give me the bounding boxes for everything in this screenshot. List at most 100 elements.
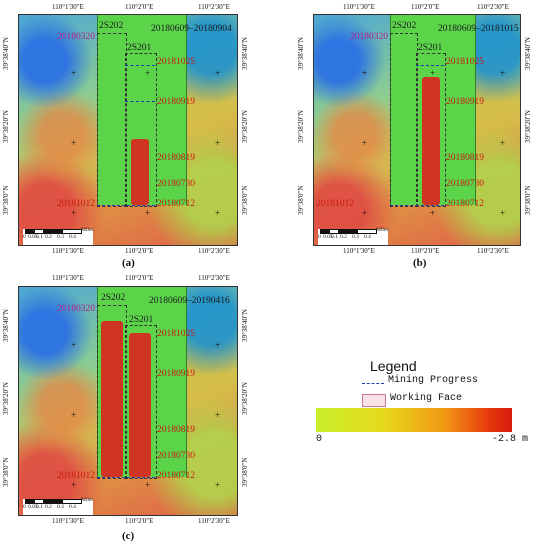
map-frame: 2S202 2S201 20180609–20181015 20180320 2… xyxy=(313,14,521,246)
graticule-cross: + xyxy=(145,208,151,218)
scale-label: 0.05 xyxy=(28,234,38,240)
subsidence-zone xyxy=(129,333,151,477)
progress-date-5: 20180712 xyxy=(157,471,195,481)
scale-label: 0.1 xyxy=(36,234,43,240)
graticule-cross: + xyxy=(71,340,77,350)
graticule-cross: + xyxy=(215,410,221,420)
scale-label: 0.05 xyxy=(323,234,333,240)
progress-date-2: 20180919 xyxy=(446,97,484,107)
right-lat-tick-3: 39°38'0"N xyxy=(524,185,532,215)
graticule-cross: + xyxy=(215,480,221,490)
period-label: 20180609–20181015 xyxy=(438,24,519,34)
bottom-lon-tick-2: 110°2'0"E xyxy=(411,247,440,255)
right-lat-tick-1: 39°38'40"N xyxy=(524,37,532,70)
progress-date-2: 20180919 xyxy=(157,369,195,379)
progress-date-4: 20180730 xyxy=(157,451,195,461)
progress-line xyxy=(97,205,155,206)
top-lon-tick-2: 110°2'0"E xyxy=(411,3,440,11)
top-lon-tick-3: 110°2'30"E xyxy=(477,3,509,11)
right-lat-tick-1: 39°38'40"N xyxy=(241,37,249,70)
scale-label: 0.3 xyxy=(352,234,359,240)
panel-caption: (a) xyxy=(122,257,135,269)
map-panel-a: 110°1'30"E 110°2'0"E 110°2'30"E 2S202 2S… xyxy=(0,0,268,272)
graticule-cross: + xyxy=(500,138,506,148)
top-lon-tick-1: 110°1'30"E xyxy=(343,3,375,11)
top-lon-tick-1: 110°1'30"E xyxy=(52,3,84,11)
right-lat-tick-3: 39°38'0"N xyxy=(241,457,249,487)
face-2s202-box xyxy=(390,33,418,207)
graticule-cross: + xyxy=(430,208,436,218)
scale-label: 0.3 xyxy=(57,234,64,240)
scale-label: 0.05 xyxy=(28,504,38,510)
left-lat-tick-1: 39°38'40"N xyxy=(2,309,10,342)
scale-label: 0.1 xyxy=(331,234,338,240)
scale-bar: 0 0.05 0.1 0.2 0.3 0.4 Miles xyxy=(23,227,94,245)
top-lon-tick-2: 110°2'0"E xyxy=(125,3,154,11)
graticule-cross: + xyxy=(215,208,221,218)
face-label-2s201: 2S201 xyxy=(127,43,152,53)
bottom-lon-tick-3: 110°2'30"E xyxy=(477,247,509,255)
panel-caption: (c) xyxy=(122,530,135,542)
deformation-color-ramp xyxy=(316,408,512,432)
mining-progress-line-icon xyxy=(362,383,384,384)
face-2s201-box xyxy=(125,325,157,479)
bottom-lon-tick-1: 110°1'30"E xyxy=(52,247,84,255)
progress-date-4: 20180730 xyxy=(157,179,195,189)
right-lat-tick-2: 39°38'20"N xyxy=(241,382,249,415)
face-2s202-box xyxy=(97,305,127,479)
face-label-2s202: 2S202 xyxy=(99,21,124,31)
map-panel-c: 110°1'30"E 110°2'0"E 110°2'30"E 2S202 2S… xyxy=(0,274,268,550)
left-lat-tick-1: 39°38'40"N xyxy=(297,37,305,70)
scale-label: 0.2 xyxy=(45,234,52,240)
left-lat-tick-2: 39°38'20"N xyxy=(2,110,10,143)
right-lat-tick-3: 39°38'0"N xyxy=(241,185,249,215)
top-lon-tick-3: 110°2'30"E xyxy=(198,274,230,282)
scale-unit: Miles xyxy=(81,497,94,503)
top-lon-tick-2: 110°2'0"E xyxy=(125,274,154,282)
legend: Legend Mining Progress Working Face 0 -2… xyxy=(300,350,530,460)
period-label: 20180609–20180904 xyxy=(151,24,232,34)
date-label-bottom-left: 20181012 xyxy=(57,199,95,209)
left-lat-tick-3: 39°38'0"N xyxy=(297,185,305,215)
face-2s201-box xyxy=(416,53,446,207)
legend-title: Legend xyxy=(370,358,417,374)
scale-unit: Miles xyxy=(81,227,94,233)
date-label-bottom-left: 20181012 xyxy=(316,199,354,209)
progress-date-3: 20180819 xyxy=(446,153,484,163)
period-label: 20180609–20190416 xyxy=(149,296,230,306)
scale-label: 0.2 xyxy=(45,504,52,510)
bottom-lon-tick-1: 110°1'30"E xyxy=(52,517,84,525)
graticule-cross: + xyxy=(71,480,77,490)
bottom-lon-tick-3: 110°2'30"E xyxy=(198,517,230,525)
graticule-cross: + xyxy=(362,208,368,218)
face-2s201-box xyxy=(125,53,157,207)
right-lat-tick-2: 39°38'20"N xyxy=(241,110,249,143)
graticule-cross: + xyxy=(430,68,436,78)
graticule-cross: + xyxy=(145,480,151,490)
progress-line xyxy=(416,65,444,66)
ramp-min-label: 0 xyxy=(316,434,323,445)
progress-line xyxy=(390,205,444,206)
left-lat-tick-3: 39°38'0"N xyxy=(2,457,10,487)
left-lat-tick-2: 39°38'20"N xyxy=(297,110,305,143)
graticule-cross: + xyxy=(215,340,221,350)
progress-date-3: 20180819 xyxy=(157,425,195,435)
subsidence-zone xyxy=(131,139,149,205)
progress-date-2: 20180919 xyxy=(157,97,195,107)
left-lat-tick-3: 39°38'0"N xyxy=(2,185,10,215)
scale-bar: 0 0.05 0.1 0.2 0.3 0.4 Miles xyxy=(23,497,94,515)
date-label-start: 20180320 xyxy=(57,32,95,42)
top-lon-tick-1: 110°1'30"E xyxy=(52,274,84,282)
graticule-cross: + xyxy=(71,410,77,420)
progress-date-1: 20181025 xyxy=(157,57,195,67)
progress-date-1: 20181025 xyxy=(157,329,195,339)
progress-line xyxy=(125,101,155,102)
progress-line xyxy=(97,477,155,478)
graticule-cross: + xyxy=(500,208,506,218)
scale-label: 0.1 xyxy=(36,504,43,510)
date-label-bottom-left: 20181012 xyxy=(57,471,95,481)
scale-unit: Miles xyxy=(376,227,389,233)
bottom-lon-tick-2: 110°2'0"E xyxy=(125,247,154,255)
scale-label: 0.3 xyxy=(57,504,64,510)
bottom-lon-tick-2: 110°2'0"E xyxy=(125,517,154,525)
